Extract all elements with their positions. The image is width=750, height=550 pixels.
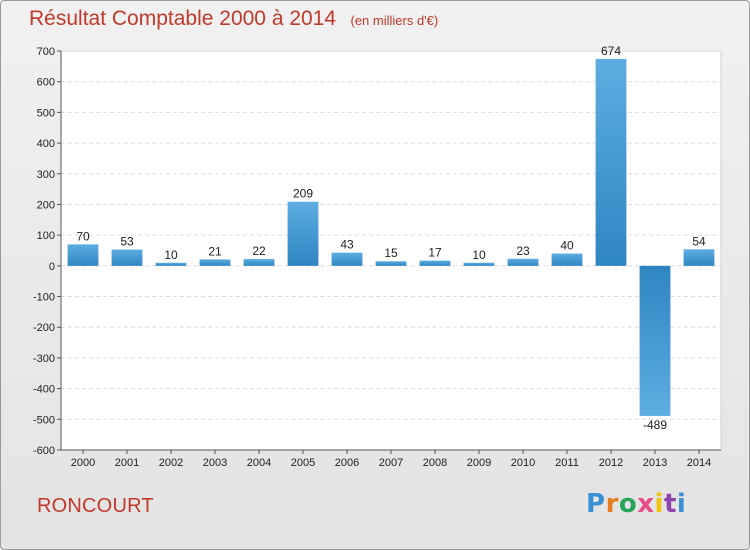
title-row: Résultat Comptable 2000 à 2014 (en milli… <box>29 7 438 31</box>
x-tick-label-2001: 2001 <box>115 457 139 469</box>
y-tick-label: -500 <box>33 414 55 426</box>
x-tick-label-2000: 2000 <box>71 457 95 469</box>
x-tick-label-2007: 2007 <box>379 457 403 469</box>
data-label-2007: 15 <box>384 246 398 260</box>
bar-2012 <box>595 58 627 266</box>
data-label-2000: 70 <box>76 229 90 243</box>
data-label-2002: 10 <box>164 248 178 262</box>
bar-2000 <box>67 244 99 266</box>
data-label-2008: 17 <box>428 246 442 260</box>
y-tick-label: 400 <box>37 138 55 150</box>
data-label-2014: 54 <box>692 234 706 248</box>
bar-2002 <box>155 262 187 266</box>
bar-2010 <box>507 258 539 266</box>
commune-name: RONCOURT <box>37 495 154 517</box>
chart-title: Résultat Comptable 2000 à 2014 <box>29 7 337 30</box>
bar-2014 <box>683 249 715 266</box>
y-tick-label: 200 <box>37 199 55 211</box>
x-tick-label-2005: 2005 <box>291 457 315 469</box>
bar-2013 <box>639 265 671 416</box>
y-tick-label: 600 <box>37 77 55 89</box>
data-label-2001: 53 <box>120 235 134 249</box>
x-tick-label-2014: 2014 <box>687 457 711 469</box>
x-tick-label-2011: 2011 <box>555 457 579 469</box>
x-tick-label-2003: 2003 <box>203 457 227 469</box>
y-tick-label: 100 <box>37 230 55 242</box>
x-tick-label-2010: 2010 <box>511 457 535 469</box>
data-label-2010: 23 <box>516 244 530 258</box>
x-tick-label-2002: 2002 <box>159 457 183 469</box>
bar-2004 <box>243 259 275 266</box>
x-tick-label-2012: 2012 <box>599 457 623 469</box>
data-label-2003: 21 <box>208 244 222 258</box>
y-tick-label: -600 <box>33 445 55 457</box>
data-label-2012: 674 <box>601 44 621 58</box>
y-tick-label: 500 <box>37 107 55 119</box>
x-tick-label-2006: 2006 <box>335 457 359 469</box>
chart-subtitle: (en milliers d'€) <box>350 13 439 28</box>
x-tick-label-2004: 2004 <box>247 457 271 469</box>
y-tick-label: 0 <box>49 261 55 273</box>
bar-2011 <box>551 253 583 266</box>
bar-2007 <box>375 261 407 266</box>
x-tick-label-2009: 2009 <box>467 457 491 469</box>
bar-2003 <box>199 259 231 266</box>
bar-2009 <box>463 262 495 266</box>
data-label-2006: 43 <box>340 238 354 252</box>
y-tick-label: -200 <box>33 322 55 334</box>
data-label-2004: 22 <box>252 244 266 258</box>
bar-2006 <box>331 252 363 266</box>
x-tick-label-2008: 2008 <box>423 457 447 469</box>
bar-2001 <box>111 249 143 266</box>
proxiti-logo: Proxiti <box>586 489 687 519</box>
bar-2008 <box>419 260 451 266</box>
data-label-2009: 10 <box>472 248 486 262</box>
x-tick-label-2013: 2013 <box>643 457 667 469</box>
y-tick-label: 700 <box>37 46 55 58</box>
y-tick-label: 300 <box>37 169 55 181</box>
bar-2005 <box>287 201 319 266</box>
data-label-2013: -489 <box>643 418 667 432</box>
y-tick-label: -100 <box>33 292 55 304</box>
y-tick-label: -400 <box>33 384 55 396</box>
data-label-2005: 209 <box>293 187 313 201</box>
y-tick-label: -300 <box>33 353 55 365</box>
data-label-2011: 40 <box>560 239 574 253</box>
